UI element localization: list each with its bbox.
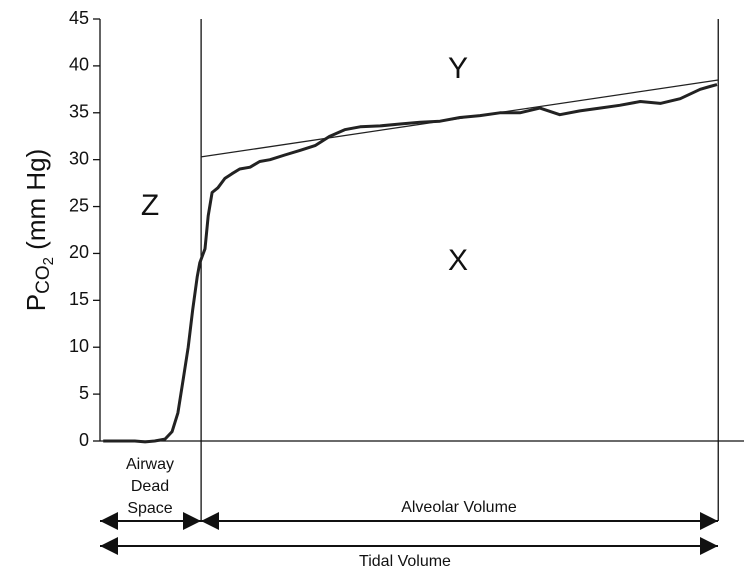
span-label: Tidal Volume (359, 553, 451, 570)
span-label: Dead (131, 478, 169, 495)
y-tick-label: 35 (69, 102, 89, 122)
y-tick-label: 40 (69, 55, 89, 75)
y-axis-label: PCO2 (mm Hg) (21, 149, 57, 312)
y-tick-label: 25 (69, 195, 89, 215)
y-tick-label: 45 (69, 8, 89, 28)
region-label: Y (448, 52, 468, 85)
span-label: Alveolar Volume (401, 499, 517, 516)
region-label: Z (141, 189, 159, 222)
y-tick-label: 0 (79, 430, 89, 450)
capnogram-line (103, 83, 718, 444)
region-label: X (448, 244, 468, 277)
y-tick-label: 20 (69, 242, 89, 262)
y-tick-label: 30 (69, 148, 89, 168)
y-tick-label: 15 (69, 289, 89, 309)
span-label: Space (127, 500, 172, 517)
y-tick-label: 10 (69, 336, 89, 356)
y-tick-label: 5 (79, 383, 89, 403)
span-label: Airway (126, 456, 174, 473)
